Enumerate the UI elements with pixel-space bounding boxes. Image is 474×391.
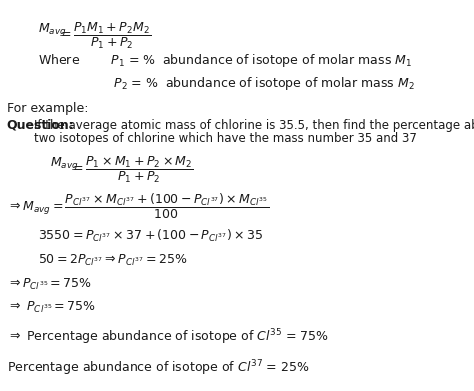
Text: $50 = 2P_{Cl^{37}} \Rightarrow P_{Cl^{37}} = 25\%$: $50 = 2P_{Cl^{37}} \Rightarrow P_{Cl^{37… xyxy=(37,253,187,268)
Text: Where        $P_1$ = %  abundance of isotope of molar mass $M_1$: Where $P_1$ = % abundance of isotope of … xyxy=(37,52,411,69)
Text: $\Rightarrow P_{Cl^{35}} = 75\%$: $\Rightarrow P_{Cl^{35}} = 75\%$ xyxy=(7,276,92,292)
Text: $\Rightarrow$ Percentage abundance of isotope of $Cl^{35}$ = 75%: $\Rightarrow$ Percentage abundance of is… xyxy=(7,328,328,347)
Text: two isotopes of chlorine which have the mass number 35 and 37: two isotopes of chlorine which have the … xyxy=(34,133,417,145)
Text: For example:: For example: xyxy=(7,102,88,115)
Text: $M_{avg}$: $M_{avg}$ xyxy=(50,155,79,172)
Text: $3550 = P_{Cl^{37}} \times 37 + \left(100 - P_{Cl^{37}}\right) \times 35$: $3550 = P_{Cl^{37}} \times 37 + \left(10… xyxy=(37,228,263,244)
Text: $= \dfrac{P_1 \times M_1 + P_2 \times M_2}{P_1 + P_2}$: $= \dfrac{P_1 \times M_1 + P_2 \times M_… xyxy=(70,155,193,185)
Text: $\Rightarrow \ P_{Cl^{35}} = 75\%$: $\Rightarrow \ P_{Cl^{35}} = 75\%$ xyxy=(7,300,96,315)
Text: Percentage abundance of isotope of $Cl^{37}$ = 25%: Percentage abundance of isotope of $Cl^{… xyxy=(7,358,310,378)
Text: $P_2$ = %  abundance of isotope of molar mass $M_2$: $P_2$ = % abundance of isotope of molar … xyxy=(37,75,414,92)
Text: $\Rightarrow M_{avg} = \dfrac{P_{Cl^{37}} \times M_{Cl^{37}} + \left(100 - P_{Cl: $\Rightarrow M_{avg} = \dfrac{P_{Cl^{37}… xyxy=(7,192,269,221)
Text: If the average atomic mass of chlorine is 35.5, then find the percentage abundan: If the average atomic mass of chlorine i… xyxy=(34,119,474,132)
Text: Question:: Question: xyxy=(7,119,74,132)
Text: $M_{avg}$: $M_{avg}$ xyxy=(37,22,66,38)
Text: $= \dfrac{P_1 M_1 + P_2 M_2}{P_1 + P_2}$: $= \dfrac{P_1 M_1 + P_2 M_2}{P_1 + P_2}$ xyxy=(58,22,151,52)
